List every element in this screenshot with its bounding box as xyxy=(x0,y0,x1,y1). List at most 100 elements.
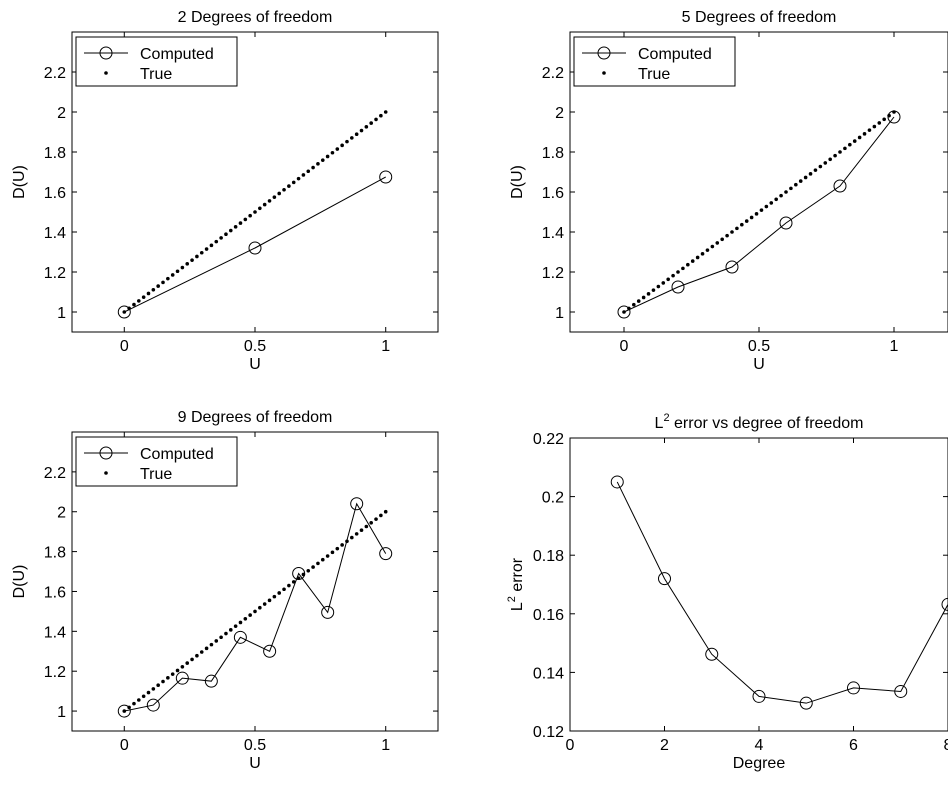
computed-point-marker xyxy=(847,681,860,695)
legend: Computed True xyxy=(75,36,238,87)
true-line-dot xyxy=(877,121,882,125)
true-line-dot xyxy=(248,213,252,218)
true-line-dot xyxy=(720,237,724,242)
true-line-dot xyxy=(345,539,349,544)
legend-computed-marker xyxy=(99,446,113,460)
x-tick-label: 2 xyxy=(660,737,669,754)
true-line-dot xyxy=(857,135,862,140)
legend-label: True xyxy=(638,66,670,83)
true-line-dot xyxy=(759,208,764,212)
true-line-dot xyxy=(359,528,364,532)
true-line-dot xyxy=(764,204,769,209)
x-tick-label: 0 xyxy=(566,737,575,754)
true-line-dot xyxy=(892,110,896,114)
computed-point-marker xyxy=(204,674,218,688)
legend-true-swatch xyxy=(104,71,108,75)
true-line-dot xyxy=(199,250,204,255)
true-line-dot xyxy=(306,169,311,174)
true-line-dot xyxy=(127,306,131,311)
true-line-dot xyxy=(132,302,136,307)
true-line-dot xyxy=(882,117,886,122)
true-line-dot xyxy=(715,241,720,245)
x-axis-label: Degree xyxy=(733,755,786,772)
true-line-dot xyxy=(170,672,175,676)
true-line-dot xyxy=(238,620,243,625)
true-line-dot xyxy=(301,173,306,177)
true-line-dot xyxy=(243,616,248,621)
true-line-dot xyxy=(828,157,832,162)
y-tick-label: 0.2 xyxy=(542,490,564,507)
x-tick-label: 8 xyxy=(944,737,948,754)
true-line-dot xyxy=(228,628,233,632)
computed-point-marker xyxy=(658,572,671,586)
y-tick-label: 0.12 xyxy=(533,724,564,741)
true-line-dot xyxy=(151,287,156,292)
computed-point-marker xyxy=(263,644,277,658)
y-tick-label: 1.2 xyxy=(542,265,564,282)
true-line-dot xyxy=(700,252,705,256)
computed-point-marker xyxy=(379,547,393,561)
chart-title: 2 Degrees of freedom xyxy=(178,9,333,26)
true-line-dot xyxy=(379,113,383,118)
true-line-dot xyxy=(224,631,228,636)
true-line-dot xyxy=(325,554,330,558)
true-line-dot xyxy=(122,709,127,713)
x-tick-label: 1 xyxy=(381,737,390,754)
true-line-dot xyxy=(754,212,759,216)
true-line-dot xyxy=(214,639,219,643)
true-line-dot xyxy=(175,668,180,673)
true-line-dot xyxy=(686,262,690,267)
ylabel-prefix: L xyxy=(509,602,526,611)
true-line-dot xyxy=(808,172,813,176)
true-line-dot xyxy=(676,270,680,274)
y-tick-label: 1.6 xyxy=(44,185,66,202)
x-tick-label: 0.5 xyxy=(244,737,266,754)
y-tick-label: 2.2 xyxy=(542,65,564,82)
x-tick-label: 6 xyxy=(849,737,858,754)
true-line-dot xyxy=(330,150,335,155)
true-line-dot xyxy=(219,236,223,240)
y-tick-label: 1.4 xyxy=(44,225,66,242)
computed-point-marker xyxy=(833,179,847,193)
true-line-dot xyxy=(340,543,344,547)
true-line-dot xyxy=(730,230,734,234)
y-axis-label: L2 error xyxy=(506,557,526,611)
computed-series-line xyxy=(124,176,386,313)
x-tick-label: 1 xyxy=(381,338,390,355)
true-line-dot xyxy=(320,557,325,562)
legend-computed-marker xyxy=(99,46,113,60)
y-axis-label: D(U) xyxy=(11,565,28,599)
true-line-dot xyxy=(137,698,141,702)
ylabel-text: error xyxy=(509,557,526,596)
computed-point-marker xyxy=(321,605,335,619)
true-line-dot xyxy=(681,266,685,271)
true-line-dot xyxy=(848,142,852,147)
true-line-dot xyxy=(180,265,185,270)
legend-true-swatch xyxy=(602,71,606,75)
legend-label: True xyxy=(140,466,172,483)
true-line-dot xyxy=(872,124,877,129)
computed-point-marker xyxy=(117,305,131,319)
true-line-dot xyxy=(272,594,277,599)
true-line-dot xyxy=(277,591,282,595)
computed-point-marker xyxy=(233,630,247,644)
true-line-dot xyxy=(862,132,867,136)
true-line-dot xyxy=(320,158,325,162)
y-tick-label: 0.22 xyxy=(533,431,564,448)
legend: Computed True xyxy=(75,436,238,487)
true-line-dot xyxy=(199,650,204,654)
chart-title: 9 Degrees of freedom xyxy=(178,409,333,426)
true-line-dot xyxy=(233,225,238,229)
true-series xyxy=(122,110,388,314)
true-line-dot xyxy=(156,284,160,288)
y-tick-label: 1.2 xyxy=(44,265,66,282)
legend-label: True xyxy=(140,66,172,83)
true-line-dot xyxy=(287,583,291,588)
legend-box xyxy=(75,36,238,87)
legend: Computed True xyxy=(573,36,736,87)
true-line-dot xyxy=(379,513,383,518)
y-axis-label: D(U) xyxy=(11,165,28,199)
true-line-dot xyxy=(224,232,228,237)
true-line-dot xyxy=(340,143,344,148)
true-line-dot xyxy=(161,280,165,285)
